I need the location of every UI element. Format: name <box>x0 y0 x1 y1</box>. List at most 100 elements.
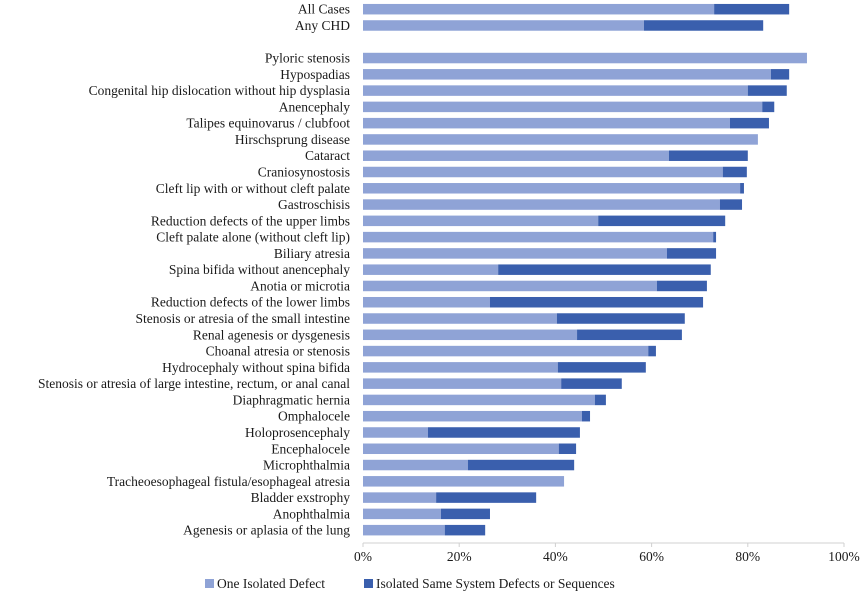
x-tick-label: 100% <box>828 549 860 564</box>
bar-one-isolated-defect-anencephaly <box>363 101 763 113</box>
bar-one-isolated-defect-congenital-hip-dislocation-without-hip-dysplasia <box>363 85 748 96</box>
bar-same-system-defects-anotia-or-microtia <box>656 280 707 292</box>
bar-same-system-defects-holoprosencephaly <box>427 427 580 438</box>
category-label-any-chd: Any CHD <box>295 18 350 33</box>
category-label-renal-agenesis-or-dysgenesis: Renal agenesis or dysgenesis <box>193 327 350 342</box>
bar-same-system-defects-biliary-atresia <box>666 248 717 259</box>
category-label-stenosis-or-atresia-of-the-small-intestine: Stenosis or atresia of the small intesti… <box>136 311 350 326</box>
bar-one-isolated-defect-omphalocele <box>363 410 582 422</box>
bar-one-isolated-defect-tracheoesophageal-fistula-esophageal-atresia <box>363 476 565 487</box>
category-label-agenesis-or-aplasia-of-the-lung: Agenesis or aplasia of the lung <box>183 523 350 538</box>
category-label-anotia-or-microtia: Anotia or microtia <box>250 278 350 293</box>
bar-same-system-defects-renal-agenesis-or-dysgenesis <box>577 329 682 341</box>
legend: One Isolated Defect Isolated Same System… <box>205 576 615 591</box>
bar-one-isolated-defect-microphthalmia <box>363 459 468 471</box>
bar-one-isolated-defect-diaphragmatic-hernia <box>363 394 595 406</box>
category-label-hydrocephaly-without-spina-bifida: Hydrocephaly without spina bifida <box>162 360 350 375</box>
category-label-talipes-equinovarus-clubfoot: Talipes equinovarus / clubfoot <box>186 116 350 131</box>
bar-same-system-defects-hypospadias <box>770 69 790 80</box>
category-label-pyloric-stenosis: Pyloric stenosis <box>265 51 350 66</box>
bar-same-system-defects-stenosis-or-atresia-of-the-small-intestine <box>556 313 685 324</box>
bar-one-isolated-defect-holoprosencephaly <box>363 427 428 438</box>
category-label-congenital-hip-dislocation-without-hip-dysplasia: Congenital hip dislocation without hip d… <box>89 83 350 98</box>
bar-same-system-defects-choanal-atresia-or-stenosis <box>648 345 656 357</box>
category-label-hirschsprung-disease: Hirschsprung disease <box>235 132 350 147</box>
x-tick-label: 40% <box>543 549 568 564</box>
bars <box>363 3 807 536</box>
category-label-bladder-exstrophy: Bladder exstrophy <box>251 490 351 505</box>
category-label-diaphragmatic-hernia: Diaphragmatic hernia <box>233 392 350 407</box>
bar-same-system-defects-gastroschisis <box>719 199 743 210</box>
bar-one-isolated-defect-gastroschisis <box>363 199 720 210</box>
bar-one-isolated-defect-biliary-atresia <box>363 248 667 259</box>
bar-same-system-defects-reduction-defects-of-the-lower-limbs <box>489 296 704 308</box>
bar-same-system-defects-anophthalmia <box>440 508 490 520</box>
bar-same-system-defects-encephalocele <box>558 443 577 455</box>
bar-same-system-defects-all-cases <box>714 3 790 15</box>
category-label-holoprosencephaly: Holoprosencephaly <box>245 425 350 440</box>
x-axis: 0% 20% 40% 60% 80% 100% <box>354 542 860 564</box>
bar-one-isolated-defect-pyloric-stenosis <box>363 52 807 64</box>
legend-swatch-one-isolated-defect <box>205 579 214 588</box>
bar-one-isolated-defect-reduction-defects-of-the-lower-limbs <box>363 296 490 308</box>
bar-same-system-defects-cleft-lip-with-or-without-cleft-palate <box>740 183 744 194</box>
x-tick-label: 20% <box>447 549 472 564</box>
legend-label-same-system-defects: Isolated Same System Defects or Sequence… <box>376 576 615 591</box>
bar-one-isolated-defect-hydrocephaly-without-spina-bifida <box>363 362 558 373</box>
category-label-reduction-defects-of-the-upper-limbs: Reduction defects of the upper limbs <box>151 213 350 228</box>
bar-one-isolated-defect-spina-bifida-without-anencephaly <box>363 264 499 275</box>
category-label-anophthalmia: Anophthalmia <box>273 506 350 521</box>
category-label-gastroschisis: Gastroschisis <box>278 197 350 212</box>
bar-one-isolated-defect-encephalocele <box>363 443 559 455</box>
bar-one-isolated-defect-choanal-atresia-or-stenosis <box>363 345 649 357</box>
bar-same-system-defects-agenesis-or-aplasia-of-the-lung <box>444 524 486 536</box>
category-label-choanal-atresia-or-stenosis: Choanal atresia or stenosis <box>206 344 350 359</box>
bar-one-isolated-defect-renal-agenesis-or-dysgenesis <box>363 329 578 341</box>
category-label-microphthalmia: Microphthalmia <box>263 458 350 473</box>
category-label-craniosynostosis: Craniosynostosis <box>258 165 350 180</box>
category-label-anencephaly: Anencephaly <box>279 99 350 114</box>
category-label-all-cases: All Cases <box>298 2 350 17</box>
category-label-tracheoesophageal-fistula-esophageal-atresia: Tracheoesophageal fistula/esophageal atr… <box>107 474 350 489</box>
bar-same-system-defects-congenital-hip-dislocation-without-hip-dysplasia <box>747 85 787 96</box>
bar-one-isolated-defect-hypospadias <box>363 69 771 80</box>
bar-one-isolated-defect-cataract <box>363 150 669 161</box>
category-label-stenosis-or-atresia-of-large-intestine-rectum-or-anal-canal: Stenosis or atresia of large intestine, … <box>38 376 350 391</box>
category-label-cleft-palate-alone-without-cleft-lip: Cleft palate alone (without cleft lip) <box>156 230 350 245</box>
category-label-reduction-defects-of-the-lower-limbs: Reduction defects of the lower limbs <box>151 295 350 310</box>
x-tick-label: 60% <box>639 549 664 564</box>
bar-same-system-defects-any-chd <box>643 20 764 31</box>
category-label-hypospadias: Hypospadias <box>280 67 350 82</box>
bar-same-system-defects-hydrocephaly-without-spina-bifida <box>557 362 646 373</box>
category-label-biliary-atresia: Biliary atresia <box>274 246 350 261</box>
bar-same-system-defects-omphalocele <box>581 410 591 422</box>
bar-one-isolated-defect-craniosynostosis <box>363 166 723 178</box>
category-label-omphalocele: Omphalocele <box>278 409 350 424</box>
category-label-cataract: Cataract <box>305 148 350 163</box>
bar-same-system-defects-stenosis-or-atresia-of-large-intestine-rectum-or-anal-canal <box>561 378 622 389</box>
bar-same-system-defects-microphthalmia <box>467 459 575 471</box>
bar-same-system-defects-cataract <box>668 150 748 161</box>
x-tick-label: 0% <box>354 549 372 564</box>
bar-one-isolated-defect-agenesis-or-aplasia-of-the-lung <box>363 524 445 536</box>
bar-same-system-defects-diaphragmatic-hernia <box>594 394 606 406</box>
bar-one-isolated-defect-cleft-lip-with-or-without-cleft-palate <box>363 183 741 194</box>
bar-one-isolated-defect-anotia-or-microtia <box>363 280 657 292</box>
bar-same-system-defects-bladder-exstrophy <box>436 492 537 503</box>
category-label-encephalocele: Encephalocele <box>271 441 350 456</box>
bar-one-isolated-defect-any-chd <box>363 20 644 31</box>
bar-one-isolated-defect-stenosis-or-atresia-of-the-small-intestine <box>363 313 557 324</box>
bar-one-isolated-defect-all-cases <box>363 3 715 15</box>
legend-label-one-isolated-defect: One Isolated Defect <box>217 576 325 591</box>
bar-one-isolated-defect-anophthalmia <box>363 508 441 520</box>
bar-one-isolated-defect-talipes-equinovarus-clubfoot <box>363 117 731 129</box>
x-tick-label: 80% <box>735 549 760 564</box>
bar-one-isolated-defect-reduction-defects-of-the-upper-limbs <box>363 215 599 227</box>
bar-one-isolated-defect-stenosis-or-atresia-of-large-intestine-rectum-or-anal-canal <box>363 378 562 389</box>
bar-one-isolated-defect-cleft-palate-alone-without-cleft-lip <box>363 231 714 243</box>
bar-one-isolated-defect-hirschsprung-disease <box>363 134 758 145</box>
bar-same-system-defects-anencephaly <box>762 101 775 113</box>
bar-same-system-defects-talipes-equinovarus-clubfoot <box>730 117 769 129</box>
bar-same-system-defects-reduction-defects-of-the-upper-limbs <box>598 215 726 227</box>
